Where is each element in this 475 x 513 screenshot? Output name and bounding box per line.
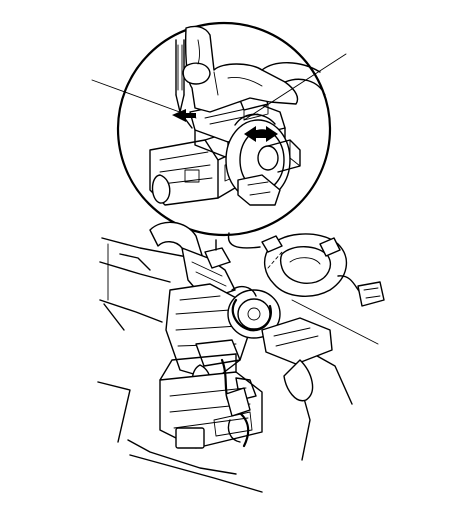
wire-harness <box>222 360 256 446</box>
inset-pointer <box>228 233 260 248</box>
callout-leader-1 <box>92 80 196 118</box>
cable-reel-removed <box>262 234 384 306</box>
cable-reel <box>228 287 280 338</box>
release-arrows <box>172 109 278 142</box>
magnifier-circle <box>118 23 330 235</box>
removal-axis <box>268 252 282 268</box>
steering-column-assembly <box>98 222 384 492</box>
combination-switch <box>262 318 332 401</box>
technician-hand <box>183 26 325 112</box>
detail-inset <box>92 23 346 235</box>
cable-reel-hub <box>226 120 300 205</box>
callout-leader-3 <box>292 300 378 344</box>
column-cover <box>98 238 352 492</box>
callout-leader-2 <box>244 54 346 120</box>
